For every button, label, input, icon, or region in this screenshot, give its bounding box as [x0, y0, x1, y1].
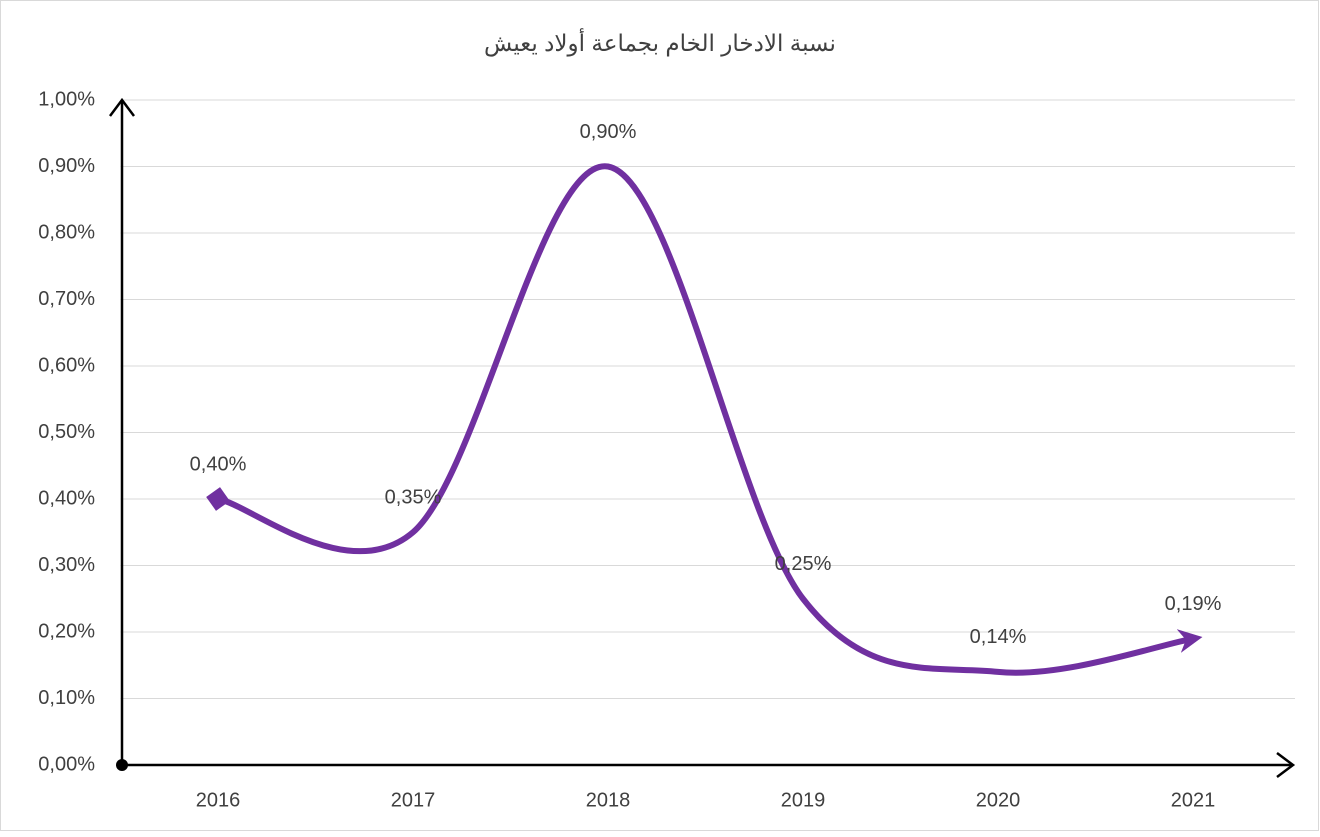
chart-title: نسبة الادخار الخام بجماعة أولاد يعيش: [484, 28, 836, 57]
x-tick-label: 2020: [976, 789, 1021, 811]
x-tick-label: 2017: [391, 789, 436, 811]
y-tick-label: 0,60%: [38, 354, 95, 376]
data-label: 0,90%: [580, 121, 637, 143]
x-tick-label: 2019: [781, 789, 826, 811]
y-tick-label: 0,70%: [38, 288, 95, 310]
data-line: [206, 163, 1203, 676]
data-label: 0,40%: [190, 453, 247, 475]
y-tick-label: 0,00%: [38, 753, 95, 775]
y-tick-label: 0,80%: [38, 221, 95, 243]
y-tick-label: 0,50%: [38, 421, 95, 443]
x-tick-label: 2016: [196, 789, 241, 811]
x-tick-label: 2018: [586, 789, 631, 811]
y-tick-label: 0,90%: [38, 155, 95, 177]
data-label: 0,19%: [1165, 593, 1222, 615]
y-tick-label: 0,20%: [38, 620, 95, 642]
origin-dot: [116, 759, 128, 771]
data-label: 0,14%: [970, 626, 1027, 648]
x-axis-arrow: [1276, 752, 1296, 778]
x-tick-label: 2021: [1171, 789, 1216, 811]
y-axis-arrow: [109, 97, 135, 117]
y-tick-label: 0,30%: [38, 554, 95, 576]
data-label: 0,25%: [775, 553, 832, 575]
data-label: 0,35%: [385, 487, 442, 509]
y-tick-label: 0,10%: [38, 687, 95, 709]
y-tick-label: 0,40%: [38, 487, 95, 509]
y-tick-label: 1,00%: [38, 88, 95, 110]
